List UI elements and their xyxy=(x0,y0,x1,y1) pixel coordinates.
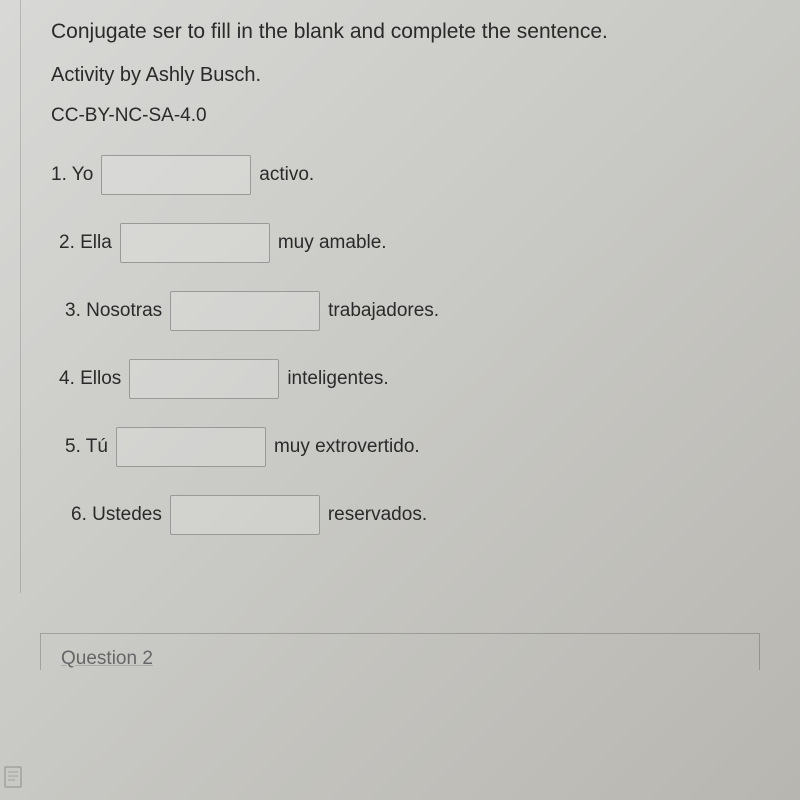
question-prefix: 4. Ellos xyxy=(59,368,121,390)
answer-input-3[interactable] xyxy=(170,291,320,331)
page-container: Conjugate ser to fill in the blank and c… xyxy=(0,0,800,670)
question-prefix: 2. Ella xyxy=(59,232,112,254)
answer-input-6[interactable] xyxy=(170,495,320,535)
question-suffix: trabajadores. xyxy=(328,300,439,322)
answer-input-1[interactable] xyxy=(101,155,251,195)
question-card: Conjugate ser to fill in the blank and c… xyxy=(20,0,800,593)
question-suffix: inteligentes. xyxy=(287,368,388,390)
answer-input-2[interactable] xyxy=(120,223,270,263)
question-suffix: reservados. xyxy=(328,504,427,526)
question-suffix: muy amable. xyxy=(278,232,387,254)
question-suffix: activo. xyxy=(259,164,314,186)
question-prefix: 3. Nosotras xyxy=(65,300,162,322)
answer-input-4[interactable] xyxy=(129,359,279,399)
question-row: 3. Nosotras trabajadores. xyxy=(65,291,770,331)
next-question-title: Question 2 xyxy=(61,648,153,669)
instruction-text: Conjugate ser to fill in the blank and c… xyxy=(51,20,770,44)
next-question-card[interactable]: Question 2 xyxy=(40,633,760,670)
activity-author: Activity by Ashly Busch. xyxy=(51,64,770,87)
document-icon xyxy=(4,766,22,788)
question-row: 6. Ustedes reservados. xyxy=(71,495,770,535)
question-prefix: 1. Yo xyxy=(51,164,93,186)
question-row: 5. Tú muy extrovertido. xyxy=(65,427,770,467)
license-text: CC-BY-NC-SA-4.0 xyxy=(51,105,770,127)
answer-input-5[interactable] xyxy=(116,427,266,467)
question-prefix: 6. Ustedes xyxy=(71,504,162,526)
question-row: 1. Yo activo. xyxy=(51,155,770,195)
question-row: 2. Ella muy amable. xyxy=(59,223,770,263)
question-prefix: 5. Tú xyxy=(65,436,108,458)
question-suffix: muy extrovertido. xyxy=(274,436,420,458)
question-row: 4. Ellos inteligentes. xyxy=(59,359,770,399)
